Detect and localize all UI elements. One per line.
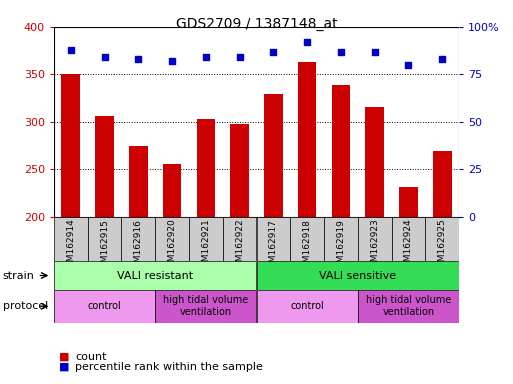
Bar: [62, 74, 80, 384]
Text: control: control: [88, 301, 122, 311]
Text: GSM162917: GSM162917: [269, 219, 278, 274]
Point: [235, 54, 244, 60]
Point: [101, 54, 109, 60]
Bar: [433, 151, 451, 384]
Bar: [196, 119, 215, 384]
Bar: [122, 217, 155, 261]
Point: [67, 46, 75, 53]
Bar: [223, 217, 256, 261]
Text: ■: ■: [59, 352, 69, 362]
Point: [134, 56, 143, 62]
Text: GSM162921: GSM162921: [201, 219, 210, 273]
Point: [337, 48, 345, 55]
Text: high tidal volume
ventilation: high tidal volume ventilation: [163, 295, 248, 317]
Bar: [264, 94, 283, 384]
Text: GSM162922: GSM162922: [235, 219, 244, 273]
Bar: [256, 217, 290, 261]
Point: [202, 54, 210, 60]
Point: [168, 58, 176, 64]
Bar: [391, 217, 425, 261]
Bar: [399, 187, 418, 384]
Bar: [425, 217, 459, 261]
Point: [303, 39, 311, 45]
Text: GSM162918: GSM162918: [303, 219, 312, 274]
Bar: [358, 290, 459, 323]
Text: protocol: protocol: [3, 301, 48, 311]
Bar: [54, 290, 155, 323]
Text: GSM162925: GSM162925: [438, 219, 447, 273]
Bar: [256, 261, 459, 290]
Bar: [189, 217, 223, 261]
Bar: [129, 146, 148, 384]
Bar: [365, 107, 384, 384]
Text: GSM162924: GSM162924: [404, 219, 413, 273]
Point: [370, 48, 379, 55]
Bar: [155, 217, 189, 261]
Text: VALI sensitive: VALI sensitive: [319, 270, 397, 281]
Bar: [256, 290, 358, 323]
Text: percentile rank within the sample: percentile rank within the sample: [75, 362, 263, 372]
Bar: [298, 62, 317, 384]
Bar: [88, 217, 122, 261]
Text: GSM162920: GSM162920: [168, 219, 176, 273]
Text: strain: strain: [3, 270, 34, 281]
Text: GSM162914: GSM162914: [66, 219, 75, 273]
Bar: [54, 217, 88, 261]
Bar: [331, 85, 350, 384]
Bar: [324, 217, 358, 261]
Text: GSM162919: GSM162919: [337, 219, 345, 274]
Text: count: count: [75, 352, 107, 362]
Bar: [95, 116, 114, 384]
Bar: [155, 290, 256, 323]
Text: high tidal volume
ventilation: high tidal volume ventilation: [366, 295, 451, 317]
Bar: [54, 261, 256, 290]
Text: GSM162923: GSM162923: [370, 219, 379, 273]
Bar: [290, 217, 324, 261]
Text: control: control: [290, 301, 324, 311]
Point: [269, 48, 278, 55]
Bar: [163, 164, 182, 384]
Text: ■: ■: [59, 362, 69, 372]
Text: GDS2709 / 1387148_at: GDS2709 / 1387148_at: [175, 17, 338, 31]
Bar: [230, 124, 249, 384]
Point: [438, 56, 446, 62]
Text: GSM162915: GSM162915: [100, 219, 109, 274]
Point: [404, 62, 412, 68]
Text: GSM162916: GSM162916: [134, 219, 143, 274]
Text: VALI resistant: VALI resistant: [117, 270, 193, 281]
Bar: [358, 217, 391, 261]
